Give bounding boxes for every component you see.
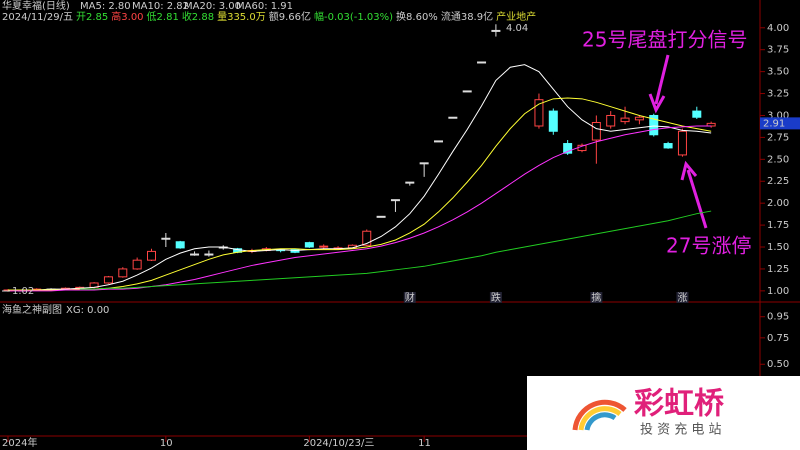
watermark: 彩虹桥 投 资 充 电 站 [527,376,800,450]
legend-entry: MA10: 2.82 [132,1,189,12]
candle-body [161,237,171,240]
legend-entry: MA20: 3.00 [184,1,241,12]
annotation-arrow [680,160,708,229]
price-tag [760,117,800,130]
ma-line [79,210,712,290]
x-tick-label: 2024年 [2,436,37,449]
candle-body [563,143,573,154]
rainbow [584,412,617,431]
event-label: 擒 [591,291,601,304]
info-item: 量335.0万 [217,11,266,23]
candle-body [534,99,544,127]
event-box [676,292,689,303]
x-tick-label: 2024/10/23/三 [303,438,374,449]
candle-body [591,121,601,141]
info-item: 高3.00 [111,10,143,23]
candle-body [362,230,372,246]
watermark-subtitle: 投 资 充 电 站 [640,422,722,438]
y-tick-label: 1.75 [767,220,789,231]
low-label: 1.02 [12,286,34,297]
annotation: 27号涨停 [666,234,751,258]
y-tick-label: 3.00 [767,110,789,121]
candle-body [620,117,630,123]
watermark-title: 彩虹桥 [634,387,724,422]
y-tick-label: 2.50 [767,154,789,165]
chart-title: 华夏幸福(日线) [2,0,70,12]
candle-body [649,114,659,136]
y-tick-label: 0.50 [767,359,789,370]
info-item: 收2.88 [182,10,214,23]
candle-body [204,253,214,256]
x-tick-label: 11 [418,438,431,449]
ma-line [8,97,712,291]
info-item: 2024/11/29/五 [2,12,73,23]
legend-entry: MA5: 2.80 [80,1,131,12]
y-tick-label: 2.25 [767,176,789,187]
info-item: 换8.60% [396,10,438,23]
y-tick-label: 1.50 [767,242,789,253]
ma-line [8,64,712,291]
rainbow [578,406,622,431]
y-tick-label: 2.75 [767,132,789,143]
x-tick-label: 10 [160,438,173,449]
y-tick-label: 0.75 [767,333,789,344]
candle-body [190,253,200,256]
candle-body [491,29,501,32]
event-box [403,292,416,303]
event-label: 涨 [677,292,687,304]
candle-body [304,242,314,248]
candle-body [132,259,142,270]
candle-body [448,116,458,119]
y-tick-label: 2.00 [767,198,789,209]
candle-body [390,199,400,202]
candle-body [434,140,443,143]
event-label: 跌 [491,291,501,304]
candle-body [634,116,644,121]
sub-indicator: XG: 0.00 [66,305,109,316]
candle-body [175,241,185,249]
info-item: 开2.85 [76,12,108,23]
ma-line [8,125,712,292]
candle-body [462,90,472,93]
event-label: 财 [405,291,415,304]
candle-body [663,143,673,149]
info-line: 2024/11/29/五 开2.85 高3.00 低2.81 收2.88 量335.0万额… [2,10,536,23]
y-tick-label: 3.25 [767,89,789,100]
legend-entry: MA60: 1.91 [236,1,293,12]
event-box [590,292,603,303]
annotation-arrow [648,54,670,114]
y-tick-label: 4.00 [767,23,789,34]
y-tick-label: 3.50 [767,67,789,78]
y-tick-label: 1.00 [767,286,789,297]
y-tick-label: 0.95 [767,312,789,323]
y-tick-label: 1.25 [767,264,789,275]
info-item: 产业地产 [496,10,536,23]
high-label: 4.04 [506,23,528,34]
candle-body [677,130,687,156]
y-tick-label: 3.75 [767,45,789,56]
candle-body [606,114,616,127]
candle-body [548,110,558,132]
candle-body [147,250,156,261]
candle-body [376,215,386,218]
info-item: 低2.81 [147,10,179,23]
candle-body [103,276,113,284]
candle-body [419,162,429,165]
candle-body [319,245,329,248]
rainbow [572,399,627,431]
candle-body [477,61,487,64]
sub-title: 海鱼之神副图 [2,303,62,316]
candle-body [405,181,415,184]
annotation: 25号尾盘打分信号 [582,28,747,52]
event-box [489,292,502,303]
info-item: 额9.66亿 [269,10,311,23]
info-item: 幅-0.03(-1.03%) [314,10,393,23]
candle-body [118,268,128,278]
info-item: 流通38.9亿 [441,10,493,23]
watermark-box [527,376,800,450]
candle-body [692,110,702,118]
price-tag-label: 2.91 [763,118,785,129]
